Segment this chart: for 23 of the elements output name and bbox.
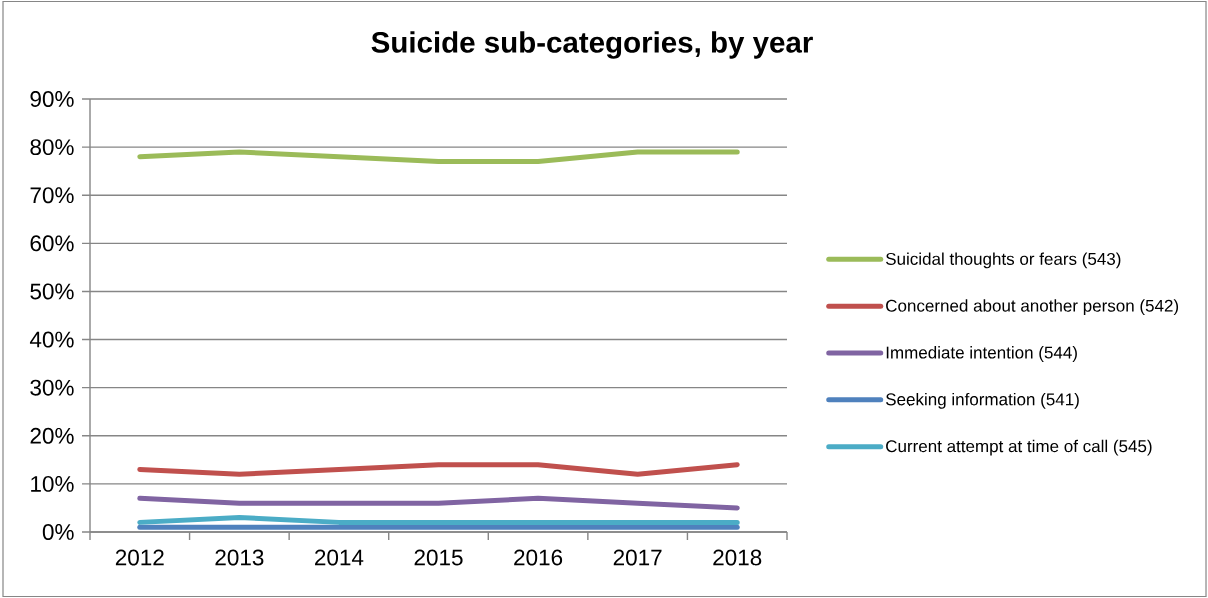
chart-title: Suicide sub-categories, by year: [371, 31, 813, 59]
x-tick-label: 2016: [514, 549, 563, 566]
legend-label: Current attempt at time of call (545): [886, 439, 1152, 456]
x-tick-label: 2013: [215, 549, 264, 566]
legend-label: Suicidal thoughts or fears (543): [886, 252, 1121, 269]
legend-label: Concerned about another person (542): [886, 299, 1179, 316]
y-tick-label: 40%: [29, 331, 74, 348]
x-tick-label: 2014: [315, 549, 364, 566]
y-tick-label: 70%: [30, 187, 74, 204]
y-tick-label: 90%: [30, 91, 74, 107]
x-tick-label: 2015: [414, 549, 463, 566]
y-tick-label: 10%: [31, 475, 74, 492]
x-tick-label: 2012: [115, 549, 164, 566]
y-tick-label: 60%: [30, 235, 74, 252]
y-tick-label: 50%: [30, 283, 74, 300]
legend-label: Immediate intention (544): [886, 346, 1077, 362]
x-tick-label: 2017: [613, 549, 662, 566]
y-tick-label: 20%: [30, 427, 74, 444]
x-tick-label: 2018: [713, 549, 762, 566]
legend-label: Seeking information (541): [886, 392, 1079, 409]
y-tick-label: 30%: [30, 379, 74, 396]
y-tick-label: 0%: [42, 524, 74, 540]
y-tick-label: 80%: [30, 139, 74, 156]
